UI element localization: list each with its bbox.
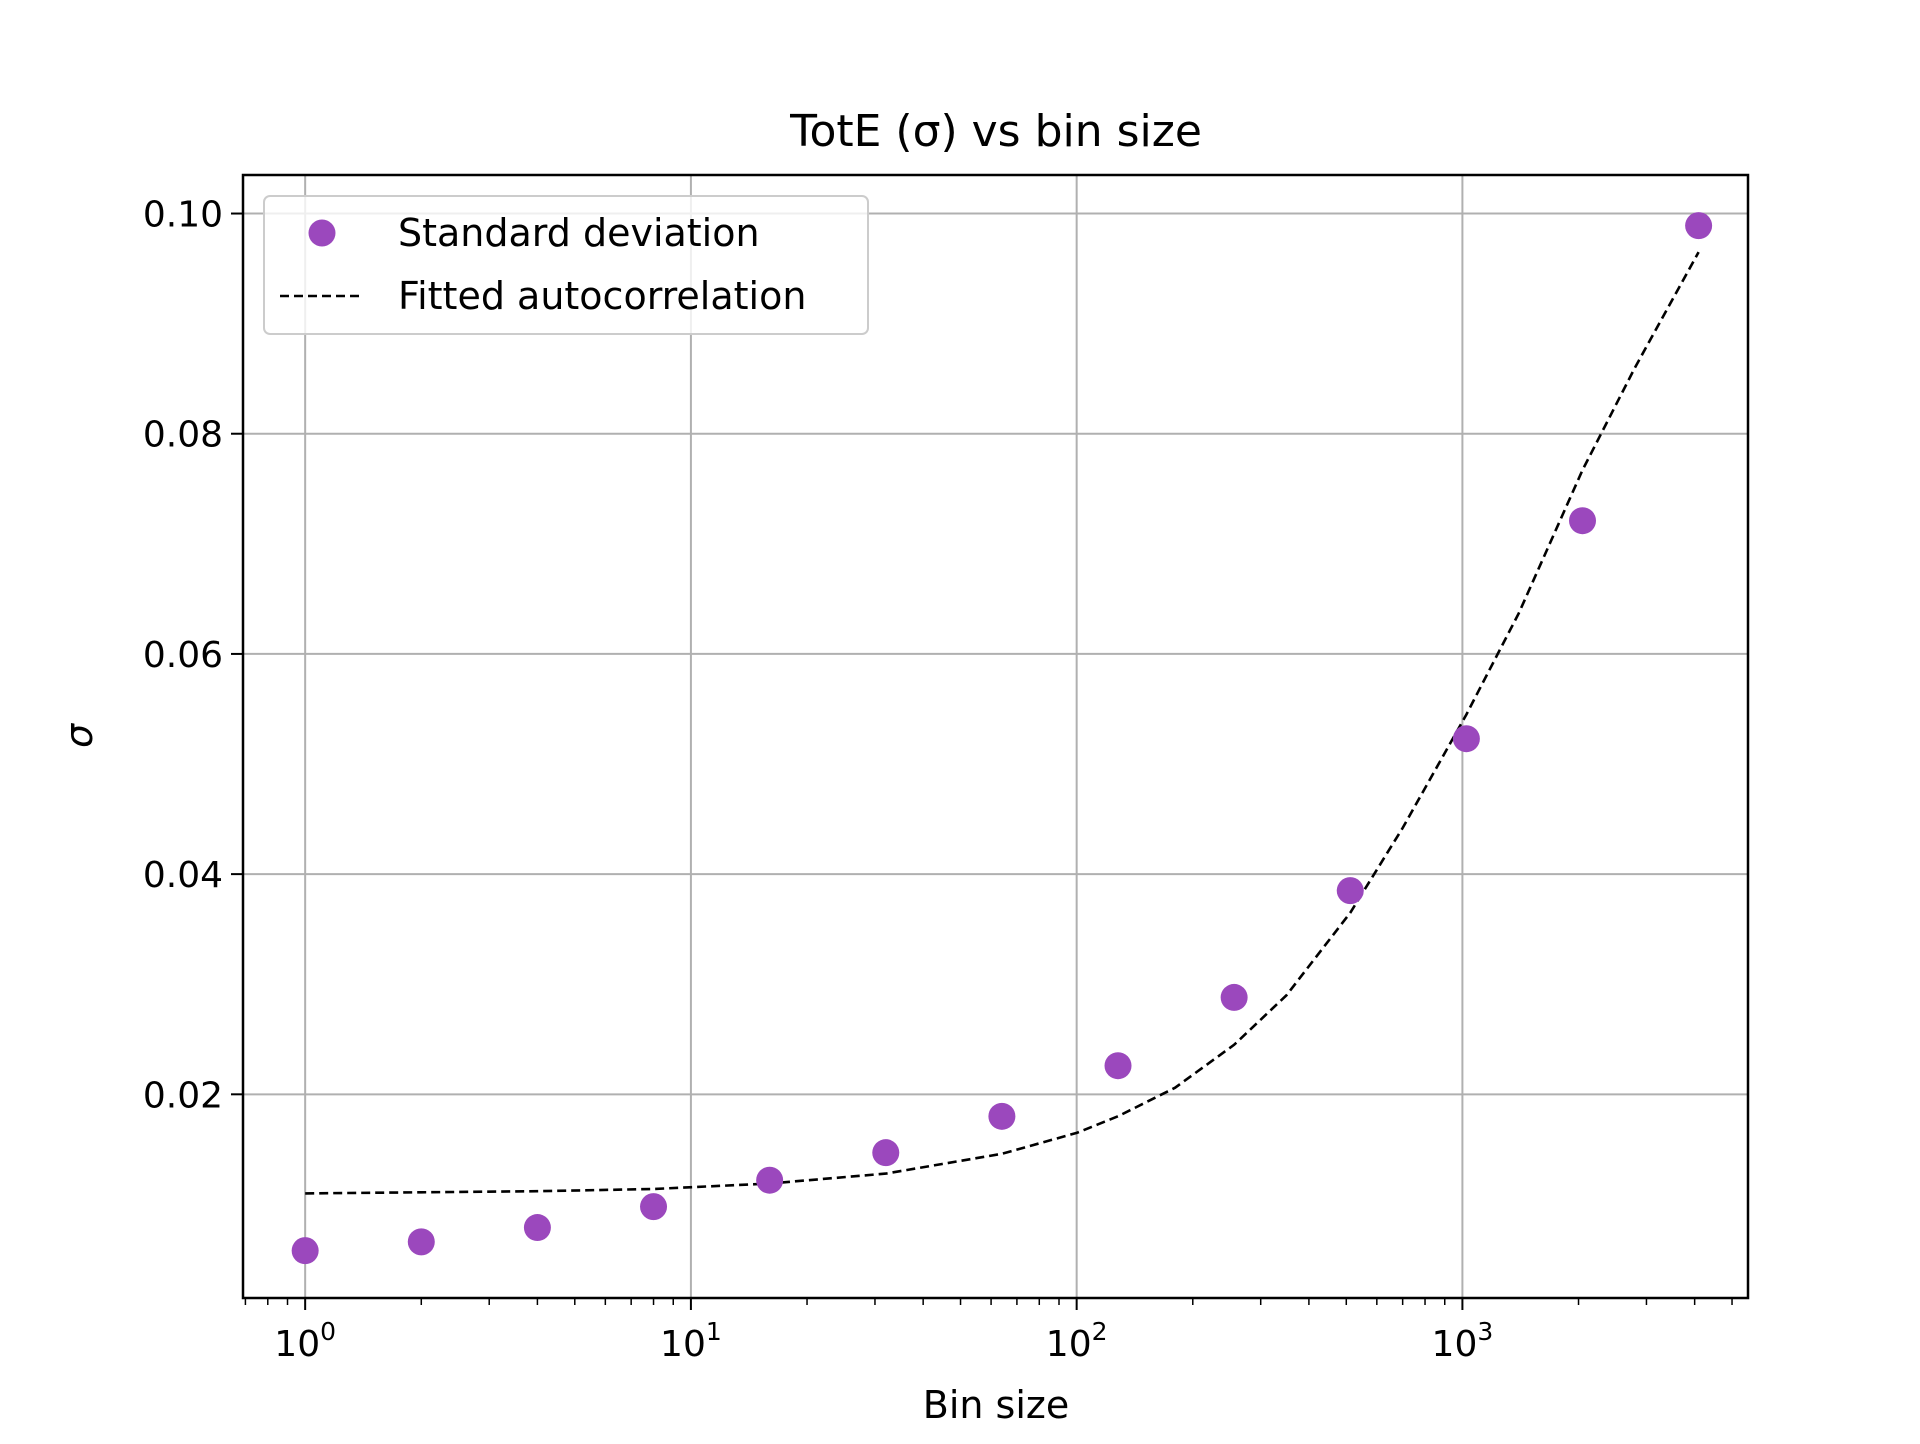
grid-layer (243, 175, 1748, 1298)
data-point (1336, 877, 1364, 905)
x-tick-label: 100 (274, 1317, 336, 1365)
legend-entry-label: Fitted autocorrelation (398, 274, 806, 318)
x-tick-label: 103 (1432, 1317, 1494, 1365)
axes-frame (241, 173, 1750, 1300)
data-point (988, 1102, 1016, 1130)
chart-title: TotE (σ) vs bin size (789, 106, 1202, 157)
y-tick-label: 0.02 (143, 1075, 223, 1116)
data-point (291, 1237, 319, 1265)
data-point (1569, 507, 1597, 535)
y-tick-label: 0.08 (143, 415, 223, 456)
data-point (872, 1139, 900, 1167)
x-tick-label: 102 (1046, 1317, 1108, 1365)
data-point (523, 1214, 551, 1242)
data-point (756, 1166, 784, 1194)
data-point (1104, 1052, 1132, 1080)
fit-line (305, 251, 1700, 1195)
legend: Standard deviation Fitted autocorrelation (263, 195, 869, 335)
data-point (407, 1228, 435, 1256)
y-tick-label: 0.04 (143, 855, 223, 896)
x-tick-label: 101 (660, 1317, 722, 1365)
legend-box (263, 195, 869, 335)
data-point (1220, 983, 1248, 1011)
x-axis-label: Bin size (923, 1383, 1069, 1427)
data-point (1685, 212, 1713, 240)
y-tick-label: 0.10 (143, 195, 223, 236)
data-layer (291, 212, 1713, 1265)
data-point (1452, 725, 1480, 753)
y-axis-label: σ (57, 722, 101, 748)
legend-entry-label: Standard deviation (398, 211, 760, 255)
tick-layer: 0.02 0.04 0.06 0.08 0.10 100 101 102 103 (143, 195, 1733, 1365)
legend-marker-scatter (308, 219, 336, 247)
data-point (640, 1193, 668, 1221)
y-tick-label: 0.06 (143, 635, 223, 676)
